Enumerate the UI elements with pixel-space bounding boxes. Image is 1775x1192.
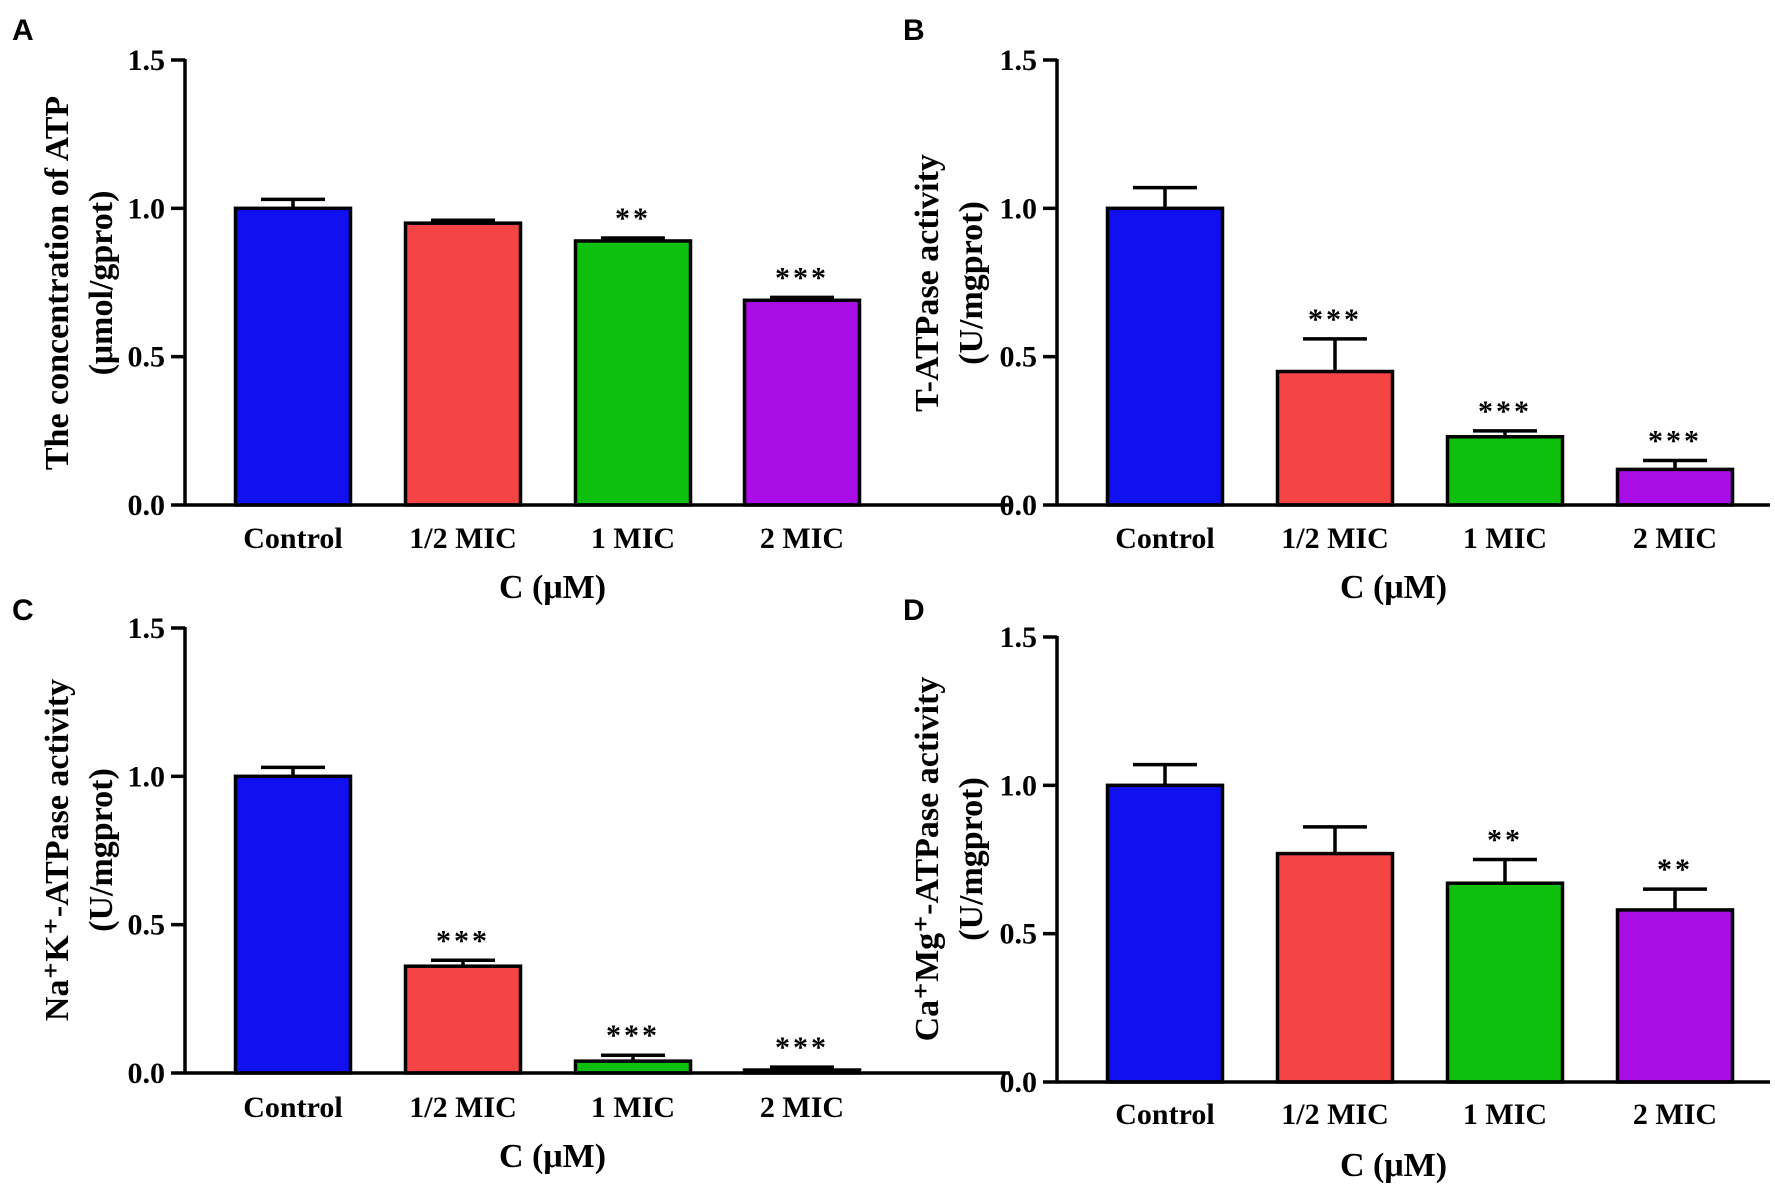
bar-0: [1105, 783, 1225, 1084]
x-tick-label: Control: [243, 1091, 342, 1124]
bar-3: [742, 298, 862, 507]
y-tick-label: 1.5: [128, 44, 166, 77]
y-tick-label: 0.0: [128, 489, 166, 522]
y-tick-label: 1.0: [128, 760, 166, 793]
x-axis-label: C (μM): [499, 569, 606, 606]
panel-a: A Control 1/2 MIC ** 1 MIC *** 2 MIC 0.0 0.5 1.0 1…: [12, 14, 1010, 606]
bar-2: [1445, 881, 1565, 1084]
y-axis-label: Ca⁺Mg⁺-ATPase activity: [909, 677, 946, 1042]
x-tick-label: 1/2 MIC: [409, 1091, 517, 1124]
x-tick-label: 1 MIC: [591, 522, 675, 555]
y-axis-label: Na⁺K⁺-ATPase activity: [39, 679, 76, 1021]
bar-1: [1275, 369, 1395, 507]
x-tick-label: Control: [243, 522, 342, 555]
y-tick-label: 0.0: [128, 1057, 166, 1090]
x-tick-label: 2 MIC: [1633, 1098, 1717, 1131]
bar-3: [1615, 908, 1735, 1084]
bar-1: [1275, 851, 1395, 1084]
y-tick-label: 1.5: [1000, 44, 1038, 77]
x-tick-label: Control: [1115, 522, 1214, 555]
y-axis-unit-label: (U/mgprot): [83, 768, 120, 932]
x-axis-label: C (μM): [499, 1138, 606, 1175]
bar-0: [1105, 206, 1225, 507]
significance-label: **: [615, 202, 651, 235]
y-tick-label: 1.0: [128, 192, 166, 225]
y-tick-label: 0.0: [1000, 489, 1038, 522]
x-tick-label: 1/2 MIC: [409, 522, 517, 555]
significance-label: ***: [1308, 303, 1362, 336]
y-axis-unit-label: (U/mgprot): [953, 201, 990, 365]
significance-label: ***: [436, 924, 490, 957]
significance-label: **: [1487, 824, 1523, 857]
x-tick-label: 1 MIC: [1463, 1098, 1547, 1131]
x-axis-label: C (μM): [1340, 569, 1447, 606]
significance-label: ***: [775, 1031, 829, 1064]
y-tick-label: 0.5: [1000, 341, 1038, 374]
bar-0: [233, 206, 353, 507]
x-tick-label: 2 MIC: [760, 1091, 844, 1124]
panel-letter: C: [12, 594, 34, 627]
y-tick-label: 0.0: [1000, 1066, 1038, 1099]
panel-d: D Control 1/2 MIC ** 1 MIC ** 2 MIC 0.0 0.5 1.0 1.…: [903, 594, 1770, 1184]
y-tick-label: 1.5: [1000, 621, 1038, 654]
x-tick-label: 1/2 MIC: [1281, 522, 1389, 555]
bar-1: [403, 221, 523, 507]
y-axis-unit-label: (U/mgprot): [953, 777, 990, 941]
y-tick-label: 0.5: [128, 341, 166, 374]
y-tick-label: 1.0: [1000, 192, 1038, 225]
panel-letter: B: [903, 14, 925, 47]
panel-b: B Control *** 1/2 MIC *** 1 MIC *** 2 MIC 0.0 0.5…: [903, 14, 1770, 606]
y-axis-label: The concentration of ATP: [39, 96, 76, 470]
y-axis-unit-label: (μmol/gprot): [83, 191, 120, 376]
x-tick-label: 1 MIC: [1463, 522, 1547, 555]
bar-0: [233, 774, 353, 1075]
significance-label: ***: [1478, 395, 1532, 428]
y-tick-label: 1.0: [1000, 769, 1038, 802]
bar-2: [573, 239, 693, 507]
bar-2: [573, 1059, 693, 1075]
x-tick-label: Control: [1115, 1098, 1214, 1131]
x-tick-label: 2 MIC: [760, 522, 844, 555]
significance-label: ***: [606, 1019, 660, 1052]
x-axis-label: C (μM): [1340, 1147, 1447, 1184]
x-tick-label: 2 MIC: [1633, 522, 1717, 555]
x-tick-label: 1/2 MIC: [1281, 1098, 1389, 1131]
panel-c: C Control *** 1/2 MIC *** 1 MIC *** 2 MIC 0.0 0.5…: [12, 594, 1010, 1175]
bar-1: [403, 964, 523, 1075]
panel-letter: A: [12, 14, 34, 47]
x-tick-label: 1 MIC: [591, 1091, 675, 1124]
bar-3: [1615, 467, 1735, 507]
panel-letter: D: [903, 594, 925, 627]
y-axis-label: T-ATPase activity: [909, 154, 946, 412]
significance-label: ***: [775, 261, 829, 294]
y-tick-label: 0.5: [128, 909, 166, 942]
y-tick-label: 0.5: [1000, 918, 1038, 951]
significance-label: **: [1657, 853, 1693, 886]
significance-label: ***: [1648, 425, 1702, 458]
bar-2: [1445, 435, 1565, 507]
y-tick-label: 1.5: [128, 612, 166, 645]
